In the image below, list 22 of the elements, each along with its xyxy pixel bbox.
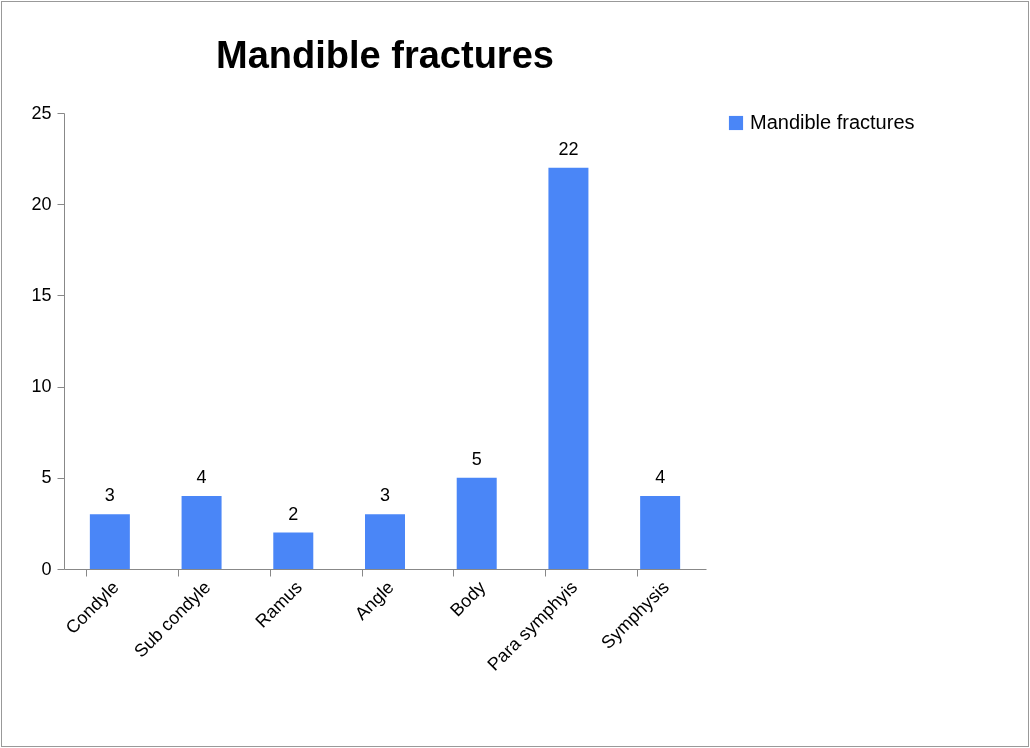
data-label: 2: [288, 503, 299, 524]
y-tick-label: 15: [31, 284, 52, 305]
chart-title: Mandible fractures: [216, 34, 554, 76]
bar: [640, 496, 681, 569]
bar: [548, 167, 589, 569]
data-label: 4: [655, 467, 666, 488]
legend-label: Mandible fractures: [750, 111, 915, 133]
data-label: 3: [104, 485, 115, 506]
bar: [456, 477, 497, 569]
data-label: 5: [471, 448, 482, 469]
bar: [89, 514, 130, 569]
y-tick-label: 10: [31, 376, 52, 397]
data-label: 4: [196, 467, 207, 488]
data-label: 3: [379, 485, 391, 506]
y-tick-label: 0: [41, 558, 52, 579]
y-tick-label: 25: [31, 102, 52, 123]
y-tick-label: 20: [31, 193, 52, 214]
y-tick-label: 5: [41, 467, 52, 488]
data-label: 22: [558, 138, 579, 159]
bar: [273, 532, 314, 569]
bar: [365, 514, 405, 569]
bar: [181, 496, 222, 569]
